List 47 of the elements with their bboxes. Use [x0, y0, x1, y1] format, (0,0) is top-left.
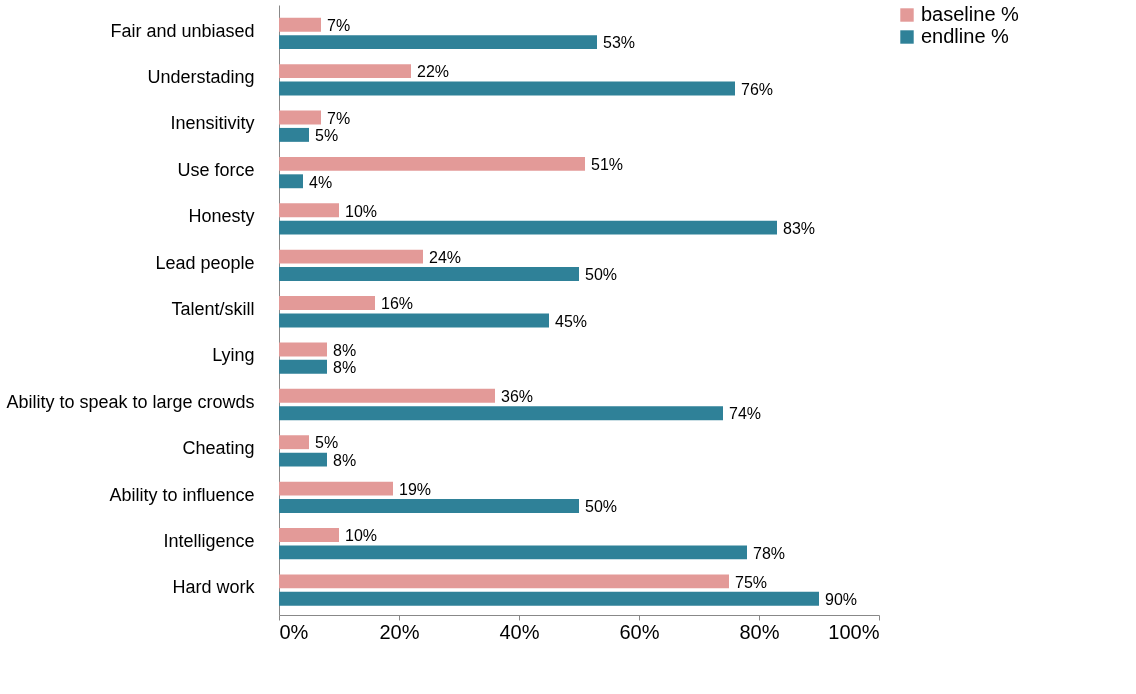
- y-tick-label: Cheating: [182, 438, 255, 459]
- data-label: 36%: [501, 388, 534, 406]
- x-tick-label: 20%: [379, 620, 420, 643]
- x-tick-label: 0%: [279, 620, 309, 643]
- y-tick-label: Honesty: [188, 206, 255, 227]
- data-label: 50%: [585, 266, 618, 284]
- data-label: 45%: [555, 312, 588, 330]
- x-tick-label: 80%: [739, 620, 780, 643]
- data-label: 10%: [345, 202, 378, 220]
- data-label: 8%: [333, 341, 357, 359]
- data-label: 50%: [585, 498, 618, 516]
- y-tick-label: Talent/skill: [171, 299, 255, 319]
- y-tick-label: Fair and unbiased: [110, 20, 255, 41]
- x-tick-label: 40%: [499, 620, 540, 643]
- data-label: 8%: [333, 451, 357, 469]
- data-label: 5%: [315, 127, 339, 145]
- data-label: 22%: [417, 63, 450, 81]
- data-label: 7%: [327, 109, 351, 127]
- y-tick-label: Intelligence: [163, 530, 255, 551]
- x-tick-label: 100%: [828, 620, 880, 643]
- y-tick-label: Lead people: [155, 252, 255, 273]
- y-tick-label: Understading: [147, 67, 255, 88]
- data-label: 5%: [315, 434, 339, 452]
- data-label: 74%: [729, 405, 762, 423]
- x-tick-label: 60%: [619, 620, 660, 643]
- data-label: 75%: [735, 573, 768, 591]
- data-label: 51%: [591, 156, 624, 174]
- y-tick-label: Ability to influence: [109, 484, 255, 505]
- data-label: 8%: [333, 359, 357, 377]
- data-label: 76%: [741, 80, 774, 98]
- data-label: 19%: [399, 480, 432, 498]
- data-label: 78%: [753, 544, 786, 562]
- legend-label: baseline %: [921, 3, 1020, 25]
- data-label: 53%: [603, 34, 636, 52]
- y-tick-label: Inensitivity: [170, 113, 255, 134]
- y-tick-label: Use force: [177, 159, 255, 180]
- y-tick-label: Ability to speak to large crowds: [6, 391, 255, 412]
- data-label: 10%: [345, 527, 378, 545]
- data-label: 7%: [327, 16, 351, 34]
- legend-label: endline %: [921, 25, 1010, 47]
- data-label: 4%: [309, 173, 333, 191]
- data-label: 90%: [825, 591, 858, 609]
- data-label: 83%: [783, 219, 816, 237]
- data-label: 16%: [381, 295, 414, 313]
- data-label: 24%: [429, 248, 462, 266]
- y-tick-label: Lying: [212, 345, 255, 366]
- y-tick-label: Hard work: [172, 577, 256, 598]
